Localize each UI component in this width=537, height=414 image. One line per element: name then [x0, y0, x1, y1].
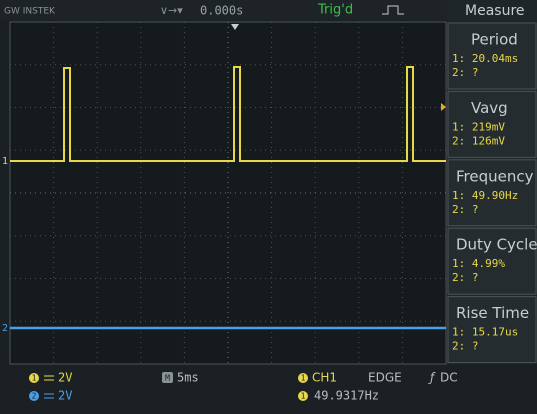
ch2-badge: 2	[32, 392, 37, 401]
trigger-frequency: 49.9317Hz	[314, 389, 379, 403]
brand: GW INSTEK	[4, 7, 56, 17]
oscilloscope-screen: GW INSTEK ∨→▾ 0.000s Trig'd 1 2 Measure …	[0, 0, 537, 414]
trigger-position: 0.000s	[200, 4, 243, 18]
trigger-source: CH1	[312, 371, 337, 385]
measure-ch2: 2: ?	[452, 203, 479, 216]
measure-name: Frequency	[456, 167, 534, 185]
ch1-scale: 2V	[58, 371, 72, 385]
measure-name: Rise Time	[456, 304, 529, 322]
ch1-marker: 1	[2, 156, 8, 167]
trigger-type: EDGE	[368, 371, 402, 385]
measure-ch1: 1: 15.17us	[452, 326, 518, 339]
menu-title: Measure	[465, 3, 525, 19]
measure-name: Period	[471, 31, 518, 49]
ch2-marker: 2	[2, 323, 8, 334]
measure-ch2: 2: ?	[452, 271, 479, 284]
measure-ch2: 2: ?	[452, 340, 479, 353]
ch1-badge: 1	[32, 374, 37, 383]
trigger-source-badge: 1	[301, 374, 306, 383]
trigger-arrows: ∨→▾	[160, 4, 183, 17]
ch2-scale: 2V	[58, 389, 72, 403]
timebase-badge: M	[165, 374, 170, 383]
measure-ch1: 1: 219mV	[452, 120, 505, 133]
measure-ch2: 2: ?	[452, 66, 479, 79]
measure-name: Vavg	[471, 99, 508, 117]
timebase: 5ms	[177, 371, 199, 385]
measure-ch1: 1: 49.90Hz	[452, 189, 518, 202]
measure-name: Duty Cycle	[456, 236, 537, 254]
trigger-status: Trig'd	[317, 3, 353, 18]
frequency-badge: 1	[301, 392, 306, 401]
measure-ch1: 1: 20.04ms	[452, 52, 518, 65]
measure-ch1: 1: 4.99%	[452, 257, 505, 270]
trigger-coupling: DC	[440, 371, 458, 385]
page: GW INSTEK ∨→▾ 0.000s Trig'd 1 2 Measure …	[0, 0, 537, 414]
measure-ch2: 2: 126mV	[452, 134, 505, 147]
